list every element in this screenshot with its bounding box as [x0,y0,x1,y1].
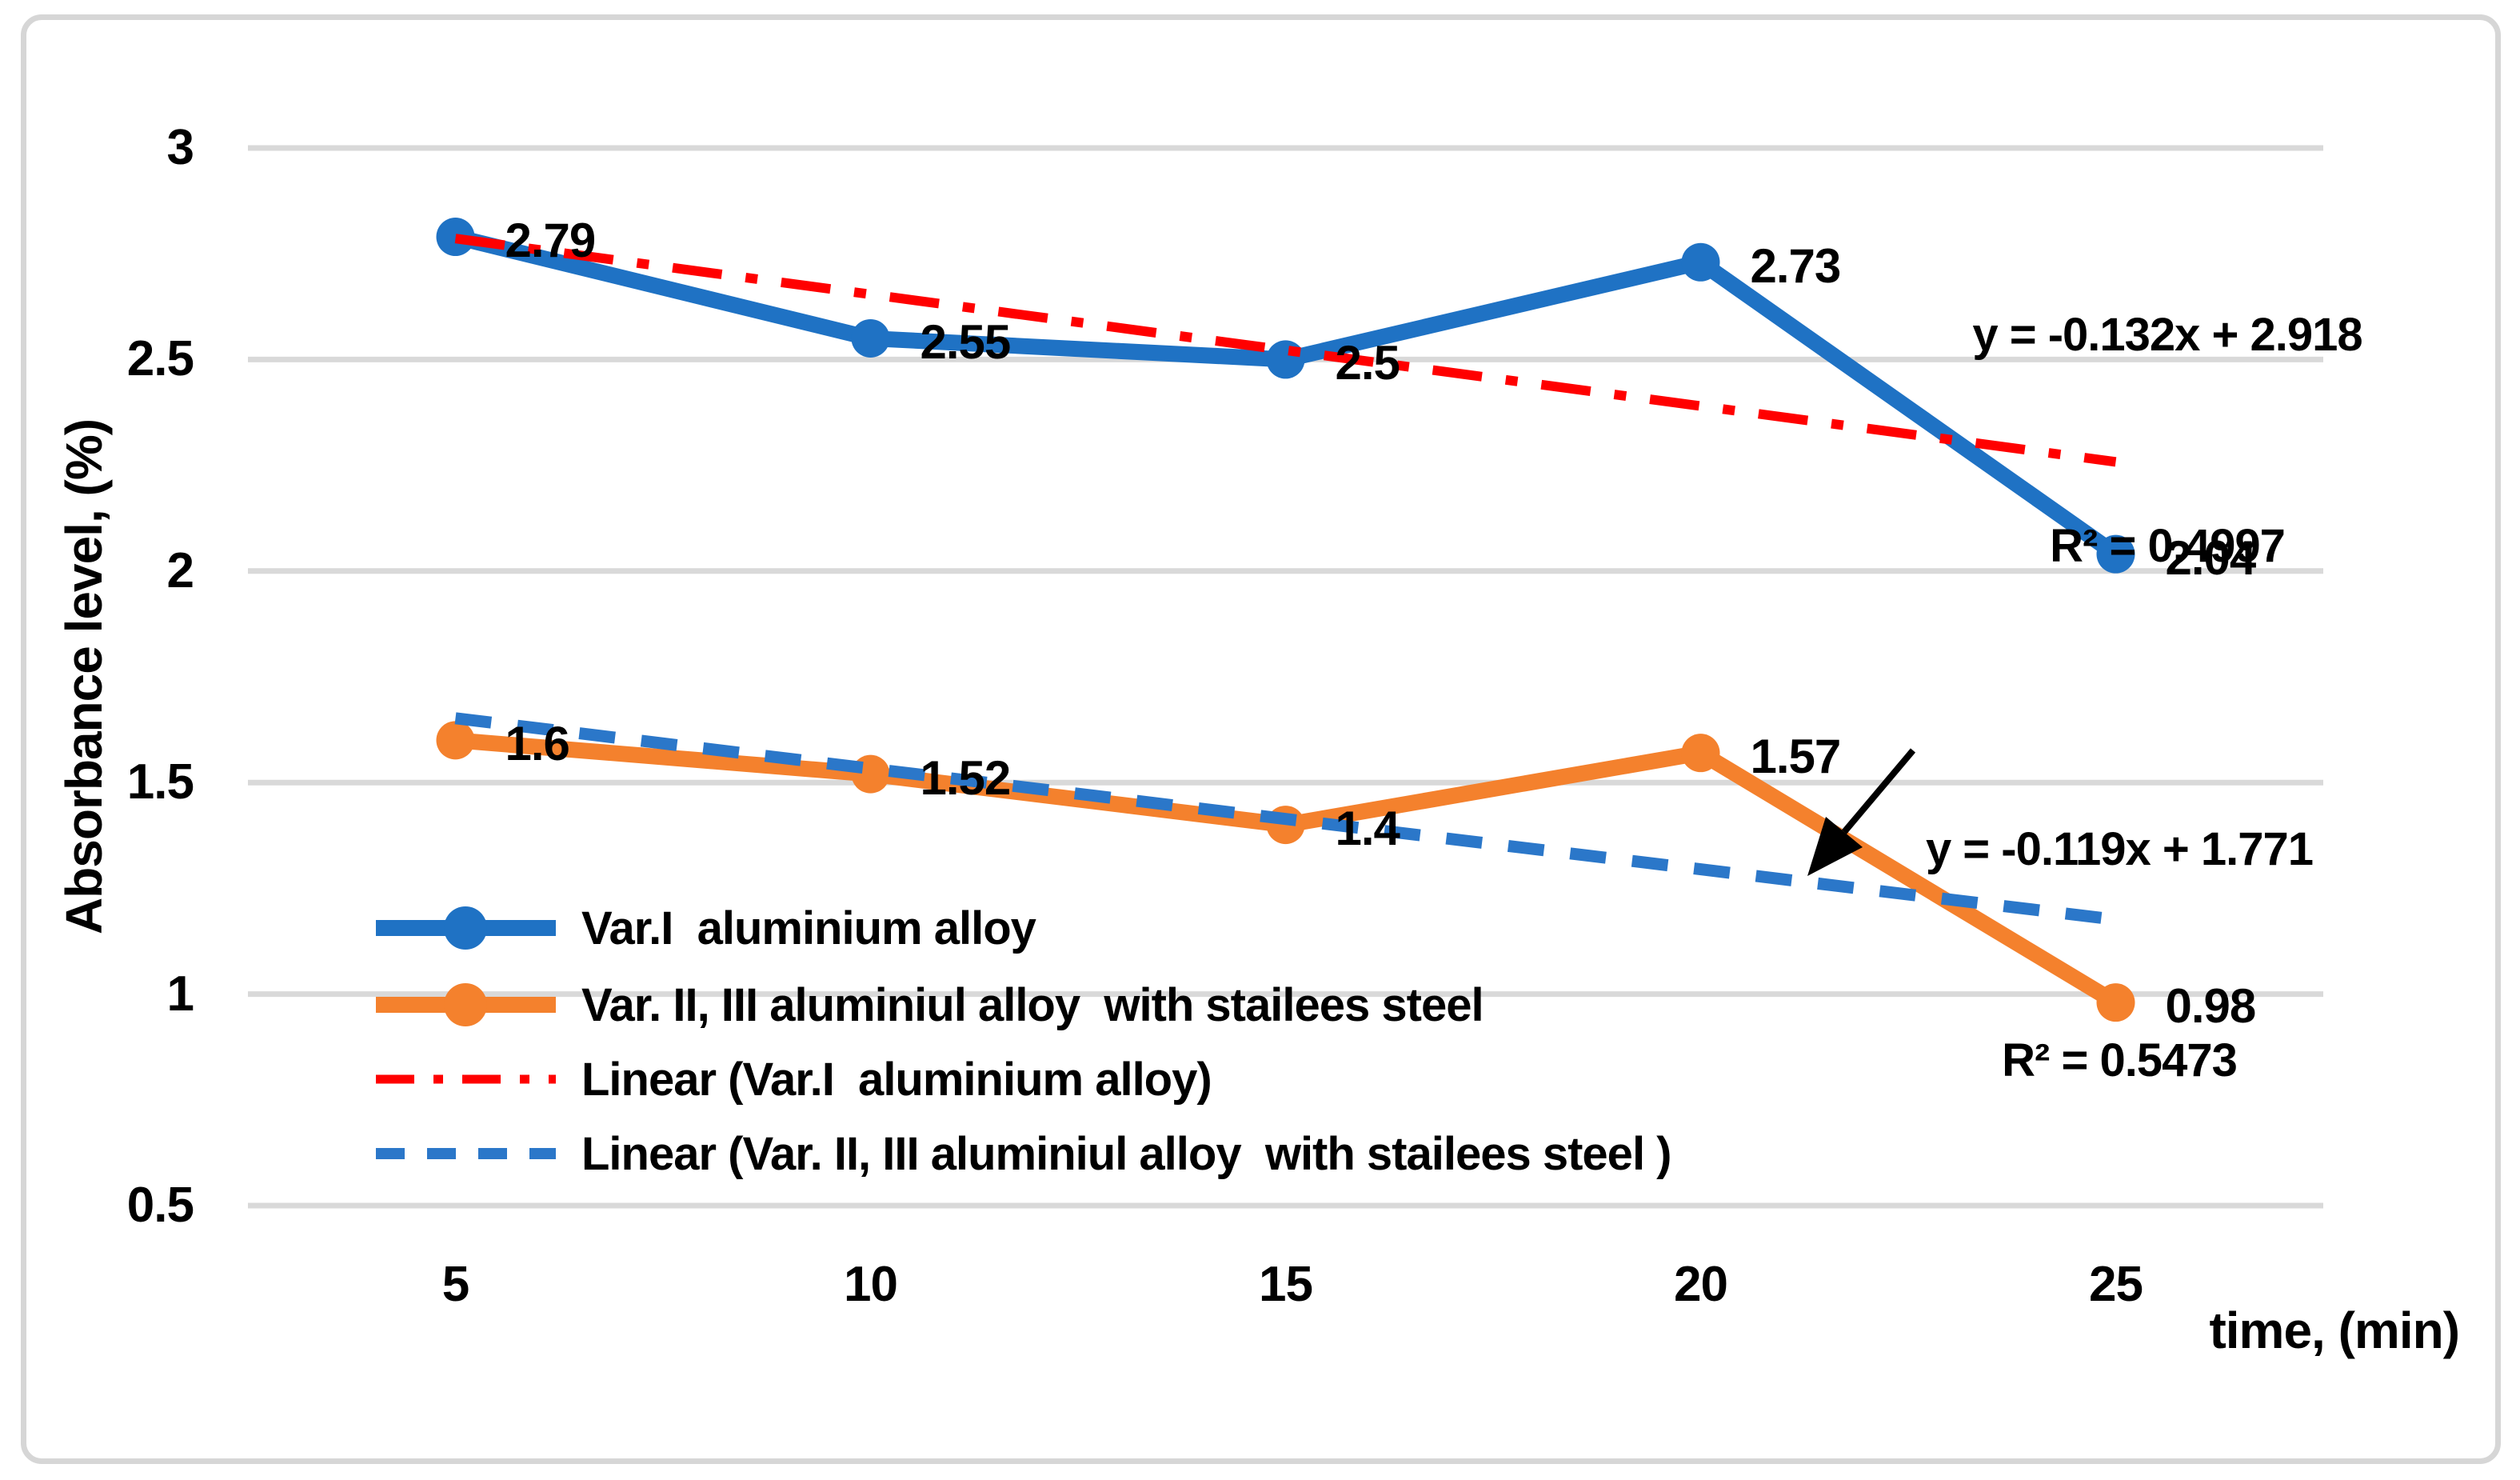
y-tick-label: 0.5 [126,1178,194,1233]
trendline2-equation-block: y = -0.119x + 1.771 R² = 0.5473 [1839,674,2399,1237]
series-1-marker [851,318,890,358]
legend-marker [444,983,487,1026]
legend-item-trendline1-swatch [376,1074,556,1084]
y-tick-label: 3 [166,120,194,175]
x-tick-label: 10 [844,1257,898,1312]
series-line-1 [447,229,2124,562]
x-tick-label: 20 [1674,1257,1728,1312]
y-tick-label: 1 [166,966,194,1022]
data-label: 1.57 [1750,730,1842,784]
chart-border [21,14,2501,1464]
data-label: 2.55 [920,314,1012,369]
legend-marker [444,906,487,950]
data-label: 1.6 [505,717,570,771]
legend-item-series2-label: Var. II, III aluminiul alloy with staile… [581,978,1484,1031]
trendline2-equation: y = -0.119x + 1.771 [1925,823,2314,875]
series-2-marker [1681,734,1720,773]
data-label: 0.98 [2165,979,2257,1034]
data-label: 1.52 [920,750,1012,805]
series-1-marker [436,218,475,257]
data-label: 2.04 [2165,530,2257,585]
trendline1-r2: R² = 0.4997 [2050,520,2286,572]
legend-item-series2: Var. II, III aluminiul alloy with staile… [376,968,1484,1042]
series-1-marker [2096,534,2135,574]
legend-item-trendline1: Linear (Var.I aluminium alloy) [376,1042,1212,1116]
y-axis-title: Absorbance level, (%) [55,418,113,935]
series-2-marker [436,721,475,760]
legend-item-series1-swatch [376,906,556,950]
y-tick-label: 2 [166,542,194,598]
data-label: 1.4 [1335,802,1400,856]
data-label: 2.73 [1750,238,1842,293]
legend-item-trendline1-label: Linear (Var.I aluminium alloy) [581,1053,1212,1106]
series-1-marker [1681,242,1720,282]
x-tick-label: 15 [1259,1257,1313,1312]
x-tick-label: 25 [2089,1257,2143,1312]
y-tick-label: 1.5 [126,754,194,810]
trendline-2 [454,712,2117,926]
series-1-marker [1266,340,1305,379]
legend-item-series1: Var.I aluminium alloy [376,891,1036,965]
x-tick-label: 5 [441,1257,469,1312]
legend-item-trendline2-swatch [376,1148,556,1159]
x-axis-title: time, (min) [2209,1302,2460,1359]
legend-item-series1-label: Var.I aluminium alloy [581,902,1036,954]
y-tick-label: 2.5 [126,331,194,387]
trendline1-equation-block: y = -0.132x + 2.918 R² = 0.4997 [1887,159,2447,722]
trendline1-equation: y = -0.132x + 2.918 [1972,309,2362,361]
legend-item-series2-swatch [376,983,556,1026]
legend-item-trendline2: Linear (Var. II, III aluminiul alloy wit… [376,1117,1671,1190]
data-label: 2.5 [1335,336,1400,390]
series-2-marker [2096,983,2135,1022]
annotation-arrow-line [1841,748,1916,834]
legend-item-trendline2-label: Linear (Var. II, III aluminiul alloy wit… [581,1127,1671,1180]
trendline2-r2: R² = 0.5473 [2002,1034,2238,1086]
data-label: 2.79 [505,214,597,268]
trendline-1 [454,234,2117,467]
annotation-arrow-head [1807,817,1863,876]
series-2-marker [851,754,890,794]
